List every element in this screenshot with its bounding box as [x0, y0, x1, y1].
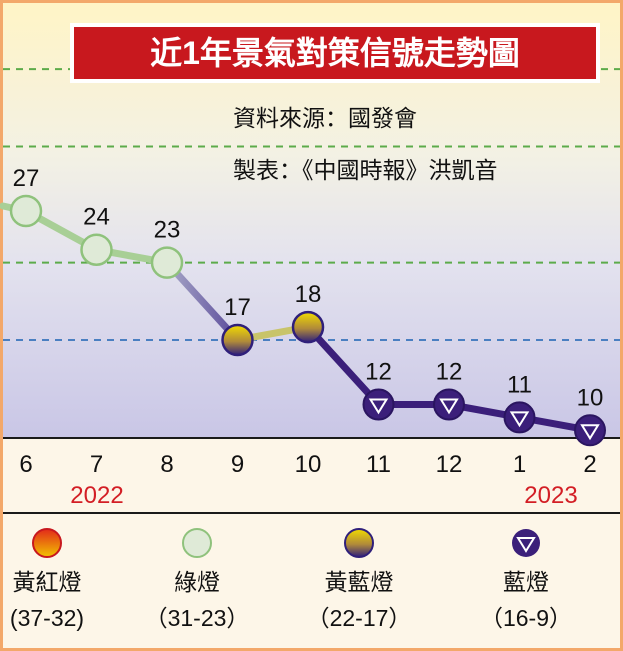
data-label-2: 10	[577, 384, 604, 411]
line-segment-4	[304, 323, 382, 408]
legend-range-blue: （16-9）	[480, 605, 572, 631]
line-segment-2	[163, 259, 241, 344]
point-triangle-1	[509, 411, 530, 428]
legend-name-green: 綠燈	[174, 569, 220, 595]
x-tick-1: 1	[513, 451, 526, 478]
x-tick-9: 9	[231, 451, 244, 478]
point-2	[574, 414, 606, 447]
point-6	[9, 194, 43, 228]
data-labels: 27 24 23 17 18 12 12 11 10	[13, 165, 604, 411]
x-tick-10: 10	[295, 451, 322, 478]
point-10	[291, 310, 325, 344]
year-label-2023: 2023	[524, 482, 577, 509]
data-points	[9, 194, 606, 447]
data-label-1: 11	[507, 371, 532, 398]
source-text: 資料來源：國發會	[233, 105, 417, 131]
x-tick-8: 8	[160, 451, 173, 478]
legend-name-yellow-blue: 黃藍燈	[325, 569, 394, 595]
year-label-2022: 2022	[70, 482, 123, 509]
point-8	[150, 246, 184, 279]
x-tick-2: 2	[583, 451, 596, 478]
x-tick-12: 12	[436, 451, 463, 478]
legend-icon-yellow-blue	[344, 528, 374, 558]
point-1	[503, 401, 536, 434]
data-label-9: 17	[224, 294, 251, 321]
point-12	[433, 388, 465, 421]
legend-range-green: （31-23）	[145, 605, 250, 631]
legend-name-yellow-red: 黃紅燈	[13, 569, 82, 595]
legend-icon-blue	[512, 529, 540, 557]
data-label-12: 12	[436, 359, 463, 386]
legend-range-yellow-blue: （22-17）	[307, 605, 412, 631]
data-label-8: 23	[154, 217, 181, 244]
point-7	[80, 233, 113, 266]
legend-icon-yellow-red	[32, 528, 62, 558]
data-label-7: 24	[83, 204, 110, 231]
data-label-11: 12	[365, 359, 392, 386]
credit-text: 製表：《中國時報》洪凱音	[233, 157, 498, 183]
legend: 黃紅燈 (37-32) 綠燈 （31-23） 黃藍燈 （22-17） 藍燈 （1…	[10, 528, 572, 631]
point-triangle-2	[580, 424, 600, 441]
legend-triangle-blue	[516, 537, 536, 553]
legend-icon-green	[182, 528, 212, 558]
x-tick-11: 11	[366, 451, 391, 478]
point-9	[221, 323, 254, 357]
x-tick-labels: 6 7 8 9 10 11 12 1 2	[19, 451, 596, 478]
x-tick-7: 7	[90, 451, 103, 478]
data-label-6: 27	[13, 165, 40, 192]
legend-range-yellow-red: (37-32)	[10, 605, 84, 631]
point-triangle-12	[439, 398, 459, 415]
data-label-10: 18	[295, 281, 322, 308]
title-box	[74, 27, 596, 79]
point-triangle-11	[368, 398, 389, 415]
legend-name-blue: 藍燈	[503, 569, 549, 595]
x-tick-6: 6	[19, 451, 32, 478]
chart-title: 近1年景氣對策信號走勢圖	[150, 35, 520, 71]
point-11	[362, 388, 395, 421]
x-axis-band	[3, 438, 620, 513]
